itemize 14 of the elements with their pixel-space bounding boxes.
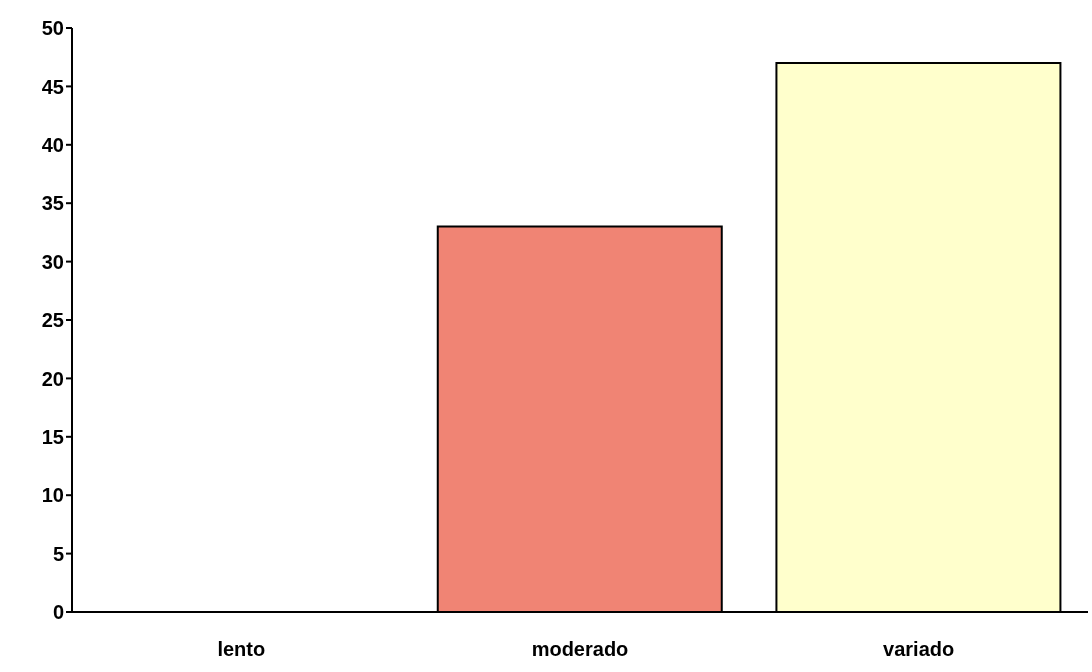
y-tick-label: 40 bbox=[41, 133, 64, 156]
y-tick-label: 45 bbox=[41, 75, 64, 98]
y-tick-label: 30 bbox=[41, 250, 64, 273]
y-tick-label: 25 bbox=[41, 309, 64, 332]
y-tick-label: 10 bbox=[41, 484, 64, 507]
y-tick-label: 50 bbox=[41, 17, 64, 40]
y-tick-label: 20 bbox=[41, 367, 64, 390]
y-tick-label: 5 bbox=[52, 542, 64, 565]
x-tick-label: variado bbox=[883, 638, 955, 661]
y-tick-label: 0 bbox=[52, 601, 64, 624]
y-tick-label: 15 bbox=[41, 425, 64, 448]
x-tick-label: lento bbox=[217, 638, 266, 661]
x-tick-label: moderado bbox=[531, 638, 629, 661]
y-tick-label: 35 bbox=[41, 192, 64, 215]
